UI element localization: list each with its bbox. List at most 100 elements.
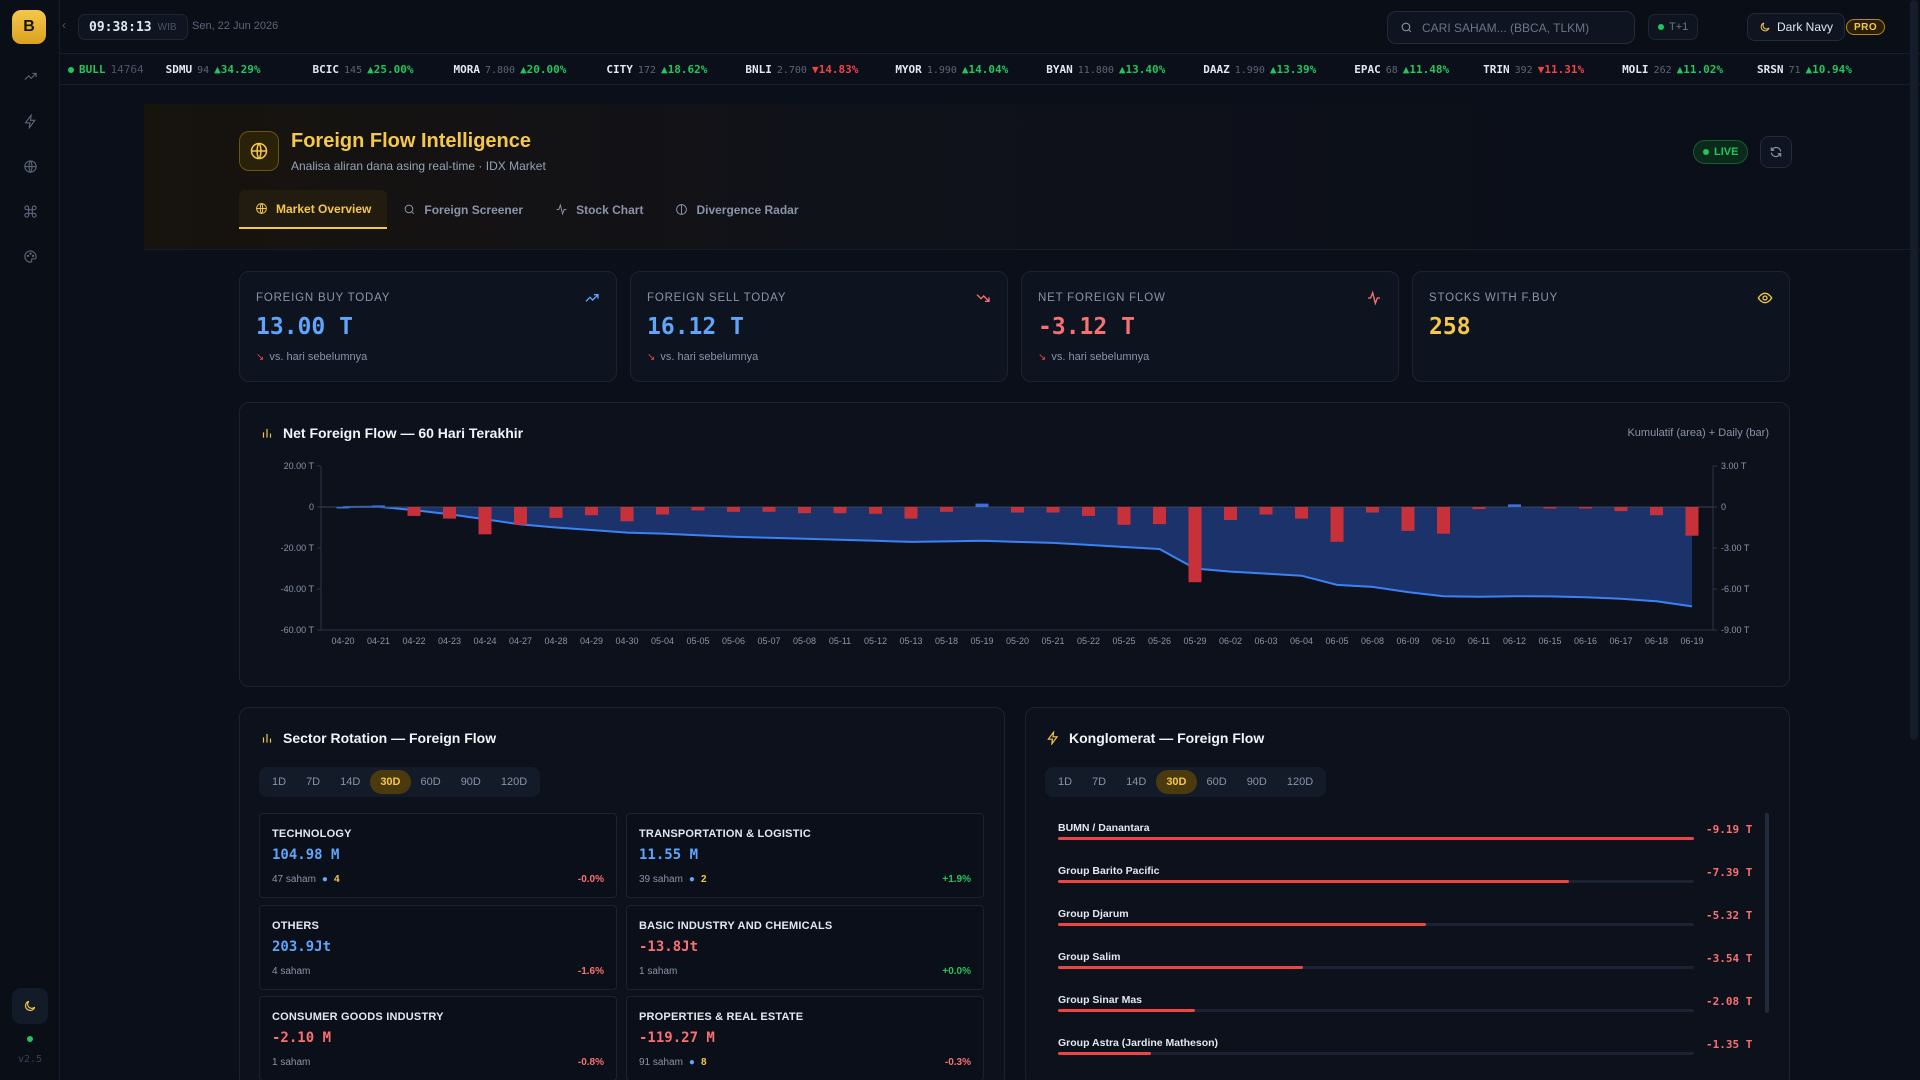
page-scrollbar[interactable] — [1910, 0, 1918, 740]
palette-icon[interactable] — [20, 246, 40, 266]
trending-up-icon[interactable] — [20, 66, 40, 86]
daily-bar — [1543, 507, 1557, 509]
stock-search[interactable] — [1387, 11, 1635, 44]
ticker-item[interactable]: SDMU 94 ▲34.29% — [166, 63, 261, 76]
ticker-item[interactable]: EPAC 68 ▲11.48% — [1354, 63, 1449, 76]
refresh-icon — [1770, 146, 1782, 158]
sector-card[interactable]: TECHNOLOGY 104.98 M 47 saham ● 4 -0.0% — [259, 813, 617, 898]
konglo-row[interactable]: BUMN / Danantara -9.19 T — [1058, 822, 1752, 852]
period-button-1d[interactable]: 1D — [272, 776, 287, 788]
theme-select-button[interactable]: Dark Navy — [1747, 13, 1846, 41]
search-input[interactable] — [1422, 20, 1622, 35]
sector-name: OTHERS — [272, 920, 320, 932]
half-circle-icon — [676, 204, 688, 215]
x-tick-label: 04-28 — [544, 636, 567, 646]
market-state-dot — [68, 66, 74, 73]
period-button-30d[interactable]: 30D — [370, 770, 411, 794]
kpi-label: FOREIGN BUY TODAY — [256, 292, 391, 304]
ticker-item[interactable]: BYAN 11.800 ▲13.40% — [1046, 63, 1165, 76]
sector-card[interactable]: TRANSPORTATION & LOGISTIC 11.55 M 39 saham… — [626, 813, 984, 898]
konglo-row[interactable]: Group Sinar Mas -2.08 T — [1058, 994, 1752, 1024]
sector-card[interactable]: BASIC INDUSTRY AND CHEMICALS -13.8Jt 1 sah… — [626, 905, 984, 990]
y-left-tick-label: 20.00 T — [284, 461, 315, 471]
panel-title: Konglomerat — Foreign Flow — [1046, 730, 1264, 746]
daily-bar — [691, 507, 705, 511]
period-button-7d[interactable]: 7D — [1092, 776, 1107, 788]
konglo-scrollbar[interactable] — [1765, 813, 1769, 1013]
period-button-7d[interactable]: 7D — [306, 776, 321, 788]
tab-divergence-radar[interactable]: Divergence Radar — [659, 190, 814, 229]
sector-card[interactable]: PROPERTIES & REAL ESTATE -119.27 M 91 saha… — [626, 996, 984, 1080]
tab-stock-chart[interactable]: Stock Chart — [539, 190, 659, 229]
x-tick-label: 05-08 — [793, 636, 816, 646]
konglo-row[interactable]: Group Djarum -5.32 T — [1058, 908, 1752, 938]
ticker-change: ▲18.62% — [660, 63, 708, 76]
ticker-change: ▲11.02% — [1676, 63, 1723, 76]
kpi-compare-label: vs. hari sebelumnya — [269, 351, 368, 363]
daily-bar — [975, 503, 989, 507]
collapse-chevron-icon[interactable]: ‹ — [62, 18, 66, 32]
tab-market-overview[interactable]: Market Overview — [239, 190, 388, 229]
globe-icon[interactable] — [20, 156, 40, 176]
x-tick-label: 05-25 — [1112, 636, 1135, 646]
sidebar: B v2.5 — [0, 0, 60, 1080]
ticker-item[interactable]: MYOR 1.990 ▲14.04% — [895, 63, 1008, 76]
command-icon[interactable] — [20, 201, 40, 221]
bar-chart-icon — [262, 428, 272, 438]
konglo-name: Group Astra (Jardine Matheson) — [1058, 1037, 1219, 1049]
ticker-item[interactable]: MOLI 262 ▲11.02% — [1622, 63, 1723, 76]
kpi-stocks-with-foreign-buy: STOCKS WITH F.BUY 258 — [1412, 271, 1790, 382]
ticker-price: 94 — [197, 65, 210, 76]
period-button-1d[interactable]: 1D — [1058, 776, 1073, 788]
tab-foreign-screener[interactable]: Foreign Screener — [387, 190, 539, 229]
konglo-bar-fill — [1058, 966, 1303, 969]
period-button-14d[interactable]: 14D — [1126, 776, 1147, 788]
ticker-item[interactable]: SRSN 71 ▲10.94% — [1757, 63, 1852, 76]
period-button-90d[interactable]: 90D — [460, 776, 481, 788]
ticker-change: ▼14.83% — [811, 63, 859, 76]
x-tick-label: 06-10 — [1432, 636, 1455, 646]
ticker-item[interactable]: DAAZ 1.990 ▲13.39% — [1203, 63, 1316, 76]
status-dot — [27, 1036, 33, 1042]
ticker-item[interactable]: BCIC 145 ▲25.00% — [313, 63, 414, 76]
app-logo[interactable]: B — [12, 10, 46, 44]
sector-card[interactable]: OTHERS 203.9Jt 4 saham -1.6% — [259, 905, 617, 990]
period-button-60d[interactable]: 60D — [1206, 776, 1227, 788]
sector-name: CONSUMER GOODS INDUSTRY — [272, 1011, 444, 1023]
tab-label: Market Overview — [276, 201, 372, 216]
bolt-icon[interactable] — [20, 111, 40, 131]
konglo-bar-fill — [1058, 1052, 1152, 1055]
x-tick-label: 05-18 — [935, 636, 958, 646]
live-label: LIVE — [1714, 146, 1739, 158]
clock-timezone: WIB — [157, 21, 177, 33]
refresh-button[interactable] — [1760, 136, 1792, 168]
konglo-row[interactable]: Group Barito Pacific -7.39 T — [1058, 865, 1752, 895]
arrow-down-right-icon: ↘ — [1038, 351, 1047, 363]
ticker-item[interactable]: TRIN 392 ▼11.31% — [1483, 63, 1584, 76]
ticker-price: 145 — [344, 65, 363, 76]
period-button-60d[interactable]: 60D — [420, 776, 441, 788]
konglo-row[interactable]: Group Salim -3.54 T — [1058, 951, 1752, 981]
ticker-item[interactable]: MORA 7.800 ▲20.00% — [453, 63, 566, 76]
y-left-tick-label: -60.00 T — [281, 625, 315, 635]
x-tick-label: 05-05 — [686, 636, 709, 646]
x-tick-label: 05-07 — [757, 636, 780, 646]
theme-toggle-button[interactable] — [12, 988, 48, 1024]
daily-bar — [514, 507, 527, 525]
period-button-120d[interactable]: 120D — [1286, 776, 1314, 788]
period-button-90d[interactable]: 90D — [1246, 776, 1267, 788]
konglo-name: Group Salim — [1058, 951, 1121, 963]
x-tick-label: 06-18 — [1645, 636, 1668, 646]
clock-time: 09:38:13 — [89, 19, 152, 35]
ticker-item[interactable]: CITY 172 ▲18.62% — [606, 63, 707, 76]
period-button-14d[interactable]: 14D — [340, 776, 361, 788]
x-tick-label: 06-08 — [1361, 636, 1384, 646]
y-left-tick-label: -20.00 T — [281, 543, 315, 553]
x-tick-label: 04-20 — [331, 636, 354, 646]
sector-value: 203.9Jt — [272, 939, 332, 955]
ticker-item[interactable]: BNLI 2.700 ▼14.83% — [745, 63, 858, 76]
sector-card[interactable]: CONSUMER GOODS INDUSTRY -2.10 M 1 saham -0.… — [259, 996, 617, 1080]
period-button-120d[interactable]: 120D — [500, 776, 528, 788]
period-button-30d[interactable]: 30D — [1156, 770, 1197, 794]
konglo-row[interactable]: Group Astra (Jardine Matheson) -1.35 T — [1058, 1037, 1752, 1067]
